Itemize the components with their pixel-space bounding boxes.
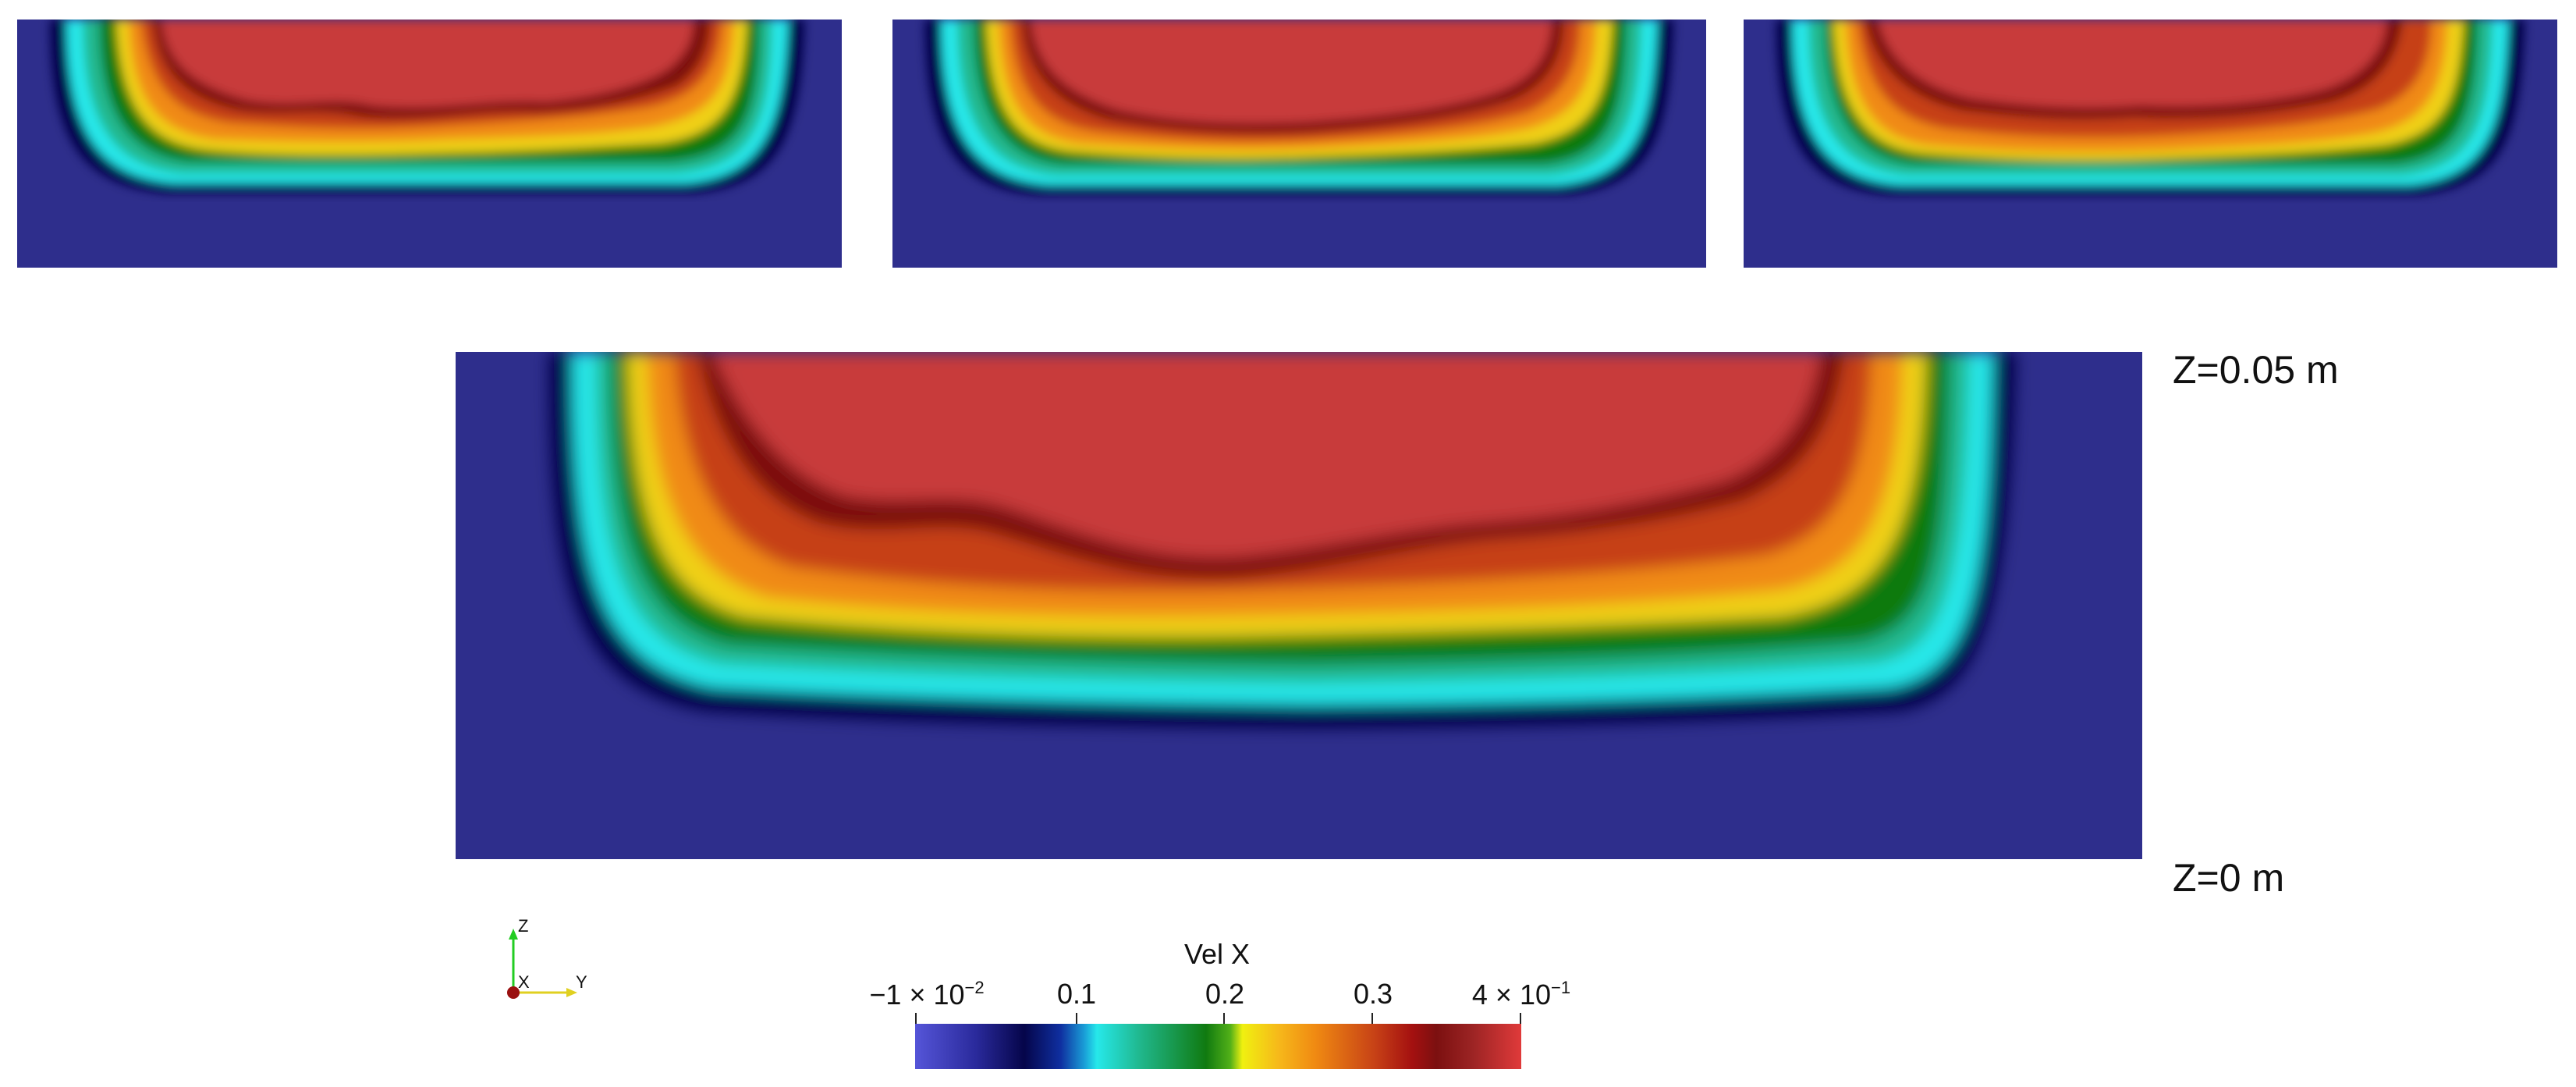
colorbar-tick	[1371, 1013, 1373, 1028]
axis-x-label: X	[518, 972, 530, 992]
velocity-field-1	[17, 20, 842, 268]
velocity-panel-2	[892, 20, 1706, 268]
z-top-label: Z=0.05 m	[2173, 348, 2339, 392]
velocity-field-main	[456, 352, 2142, 859]
colorbar-max-label: 4 × 10−1	[1471, 978, 1571, 1011]
colorbar-title: Vel X	[1183, 938, 1251, 970]
velocity-panel-1	[17, 20, 842, 268]
velocity-field-3	[1744, 20, 2557, 268]
colorbar-tick	[915, 1013, 917, 1028]
velocity-field-2	[892, 20, 1706, 268]
axes-triad-icon: Z X Y	[507, 916, 587, 999]
colorbar-tick	[1520, 1013, 1521, 1028]
colorbar	[915, 1024, 1521, 1069]
colorbar-tick-label-0.3: 0.3	[1353, 978, 1393, 1010]
axis-y-label: Y	[576, 972, 587, 992]
orientation-axes: Z X Y	[491, 915, 593, 1008]
colorbar-tick-label-0.2: 0.2	[1205, 978, 1245, 1010]
colorbar-min-label: −1 × 10−2	[869, 978, 985, 1011]
velocity-panel-main	[456, 352, 2142, 859]
axis-z-label: Z	[518, 916, 528, 936]
colorbar-tick-label-0.1: 0.1	[1056, 978, 1097, 1010]
z-bottom-label: Z=0 m	[2173, 856, 2285, 900]
colorbar-tick	[1076, 1013, 1077, 1028]
velocity-panel-3	[1744, 20, 2557, 268]
colorbar-tick	[1223, 1013, 1225, 1028]
